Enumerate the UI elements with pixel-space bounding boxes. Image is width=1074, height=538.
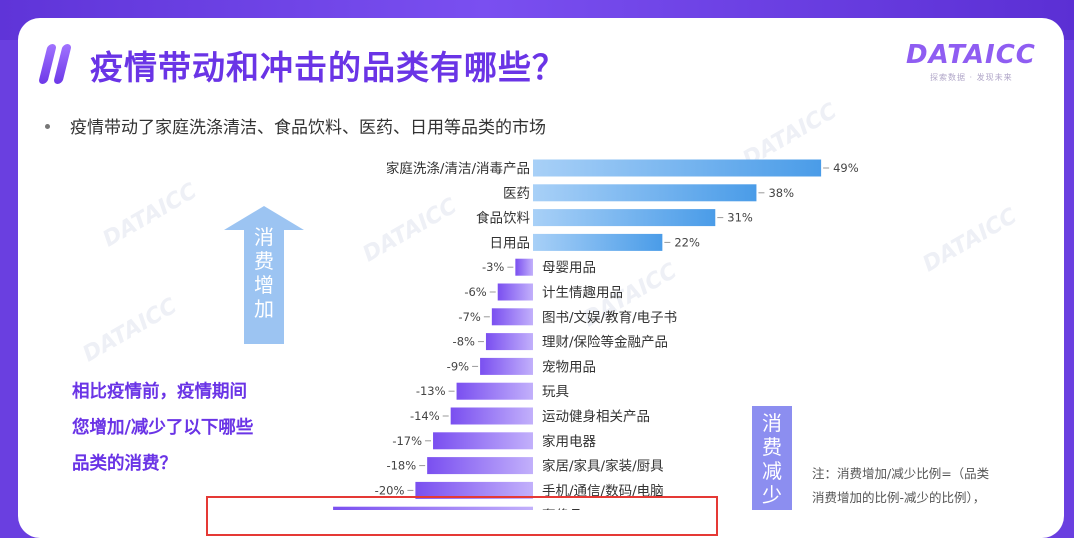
data-label: -8% — [453, 335, 475, 349]
bullet-point: 疫情带动了家庭洗涤清洁、食品饮料、医药、日用等品类的市场 — [45, 113, 546, 138]
arrow-down-char: 减 — [762, 459, 782, 483]
category-label: 玩具 — [542, 384, 569, 400]
bar — [485, 333, 533, 351]
bullet-dot-icon — [45, 123, 50, 129]
bar — [491, 308, 533, 326]
bullet-text: 疫情带动了家庭洗涤清洁、食品饮料、医药、日用等品类的市场 — [70, 118, 546, 138]
category-label: 奢侈品 — [542, 508, 583, 510]
slide-card: DATAICC DATAICC DATAICC DATAICC DATAICC … — [18, 18, 1064, 538]
arrow-up-char: 消 — [254, 225, 274, 249]
survey-question-line: 您增加/减少了以下哪些 — [72, 418, 254, 438]
survey-question-line: 品类的消费？ — [72, 454, 177, 474]
page-title: 疫情带动和冲击的品类有哪些？ — [90, 48, 566, 87]
category-label: 母婴用品 — [542, 260, 596, 276]
data-label: 31% — [727, 211, 753, 225]
category-label: 理财/保险等金融产品 — [542, 334, 668, 351]
category-label: 宠物用品 — [542, 359, 596, 375]
data-label: 38% — [768, 186, 794, 200]
category-label: 医药 — [503, 186, 530, 202]
category-label: 食品饮料 — [476, 210, 530, 227]
category-label: 运动健身相关产品 — [542, 409, 650, 425]
footnote-line: 消费增加的比例-减少的比例）， — [812, 490, 986, 505]
bar — [415, 481, 533, 499]
bar — [497, 283, 533, 301]
bar — [515, 258, 533, 276]
bar — [333, 506, 533, 510]
category-label: 日用品 — [490, 235, 531, 251]
footnote: 注：消费增加/减少比例=（品类 消费增加的比例-减少的比例）， — [812, 462, 1027, 510]
data-label: -9% — [447, 359, 469, 373]
bar — [533, 184, 757, 202]
data-label: -3% — [482, 260, 504, 274]
category-label: 计生情趣用品 — [542, 285, 623, 301]
data-label: -6% — [464, 285, 486, 299]
increase-arrow-icon: 消 费 增 加 — [224, 206, 304, 344]
brand-logo: DATAICC 探索数据 · 发现未来 — [906, 40, 1046, 90]
data-label: 22% — [674, 235, 700, 249]
bar — [456, 382, 533, 400]
category-label: 家用电器 — [542, 433, 596, 450]
logo-text: DATAICC — [906, 40, 1036, 70]
bar — [533, 159, 822, 177]
bar-chart: 消 费 增 加 消 费 减 少 家庭洗涤/清洁/消毒产品 49% 医药 38% 食品饮料… — [224, 159, 859, 510]
highlight-box — [206, 496, 718, 536]
bar — [433, 432, 533, 450]
arrow-down-char: 消 — [762, 411, 782, 435]
logo-subtitle: 探索数据 · 发现未来 — [930, 73, 1013, 82]
bar — [533, 209, 716, 227]
data-label: -7% — [458, 310, 480, 324]
data-label: -20% — [375, 483, 405, 497]
category-label: 手机/通信/数码/电脑 — [542, 483, 664, 499]
survey-question: 相比疫情前，疫情期间 您增加/减少了以下哪些 品类的消费？ — [72, 374, 332, 482]
footnote-line: 注：消费增加/减少比例=（品类 — [812, 466, 990, 481]
arrow-down-char: 少 — [762, 483, 782, 507]
category-label: 图书/文娱/教育/电子书 — [542, 310, 677, 326]
category-label: 家庭洗涤/清洁/消毒产品 — [386, 160, 530, 177]
bar — [533, 233, 663, 251]
category-label: 家居/家具/家装/厨具 — [542, 458, 664, 475]
arrow-up-char: 费 — [254, 249, 274, 273]
arrow-up-char: 增 — [254, 273, 274, 297]
arrow-down-char: 费 — [762, 435, 782, 459]
bar — [450, 407, 533, 425]
data-label: -13% — [416, 384, 446, 398]
data-label: -14% — [410, 409, 440, 423]
survey-question-line: 相比疫情前，疫情期间 — [72, 382, 247, 402]
bars-group: 家庭洗涤/清洁/消毒产品 49% 医药 38% 食品饮料 31% 日用品 22% 母婴用品 -3%… — [333, 159, 859, 510]
bar — [480, 357, 533, 375]
data-label: -17% — [392, 434, 422, 448]
bar — [427, 457, 533, 475]
data-label: -18% — [386, 459, 416, 473]
data-label: 49% — [833, 161, 859, 175]
decrease-arrow-icon: 消 费 减 少 — [752, 406, 792, 510]
arrow-up-char: 加 — [254, 297, 274, 321]
